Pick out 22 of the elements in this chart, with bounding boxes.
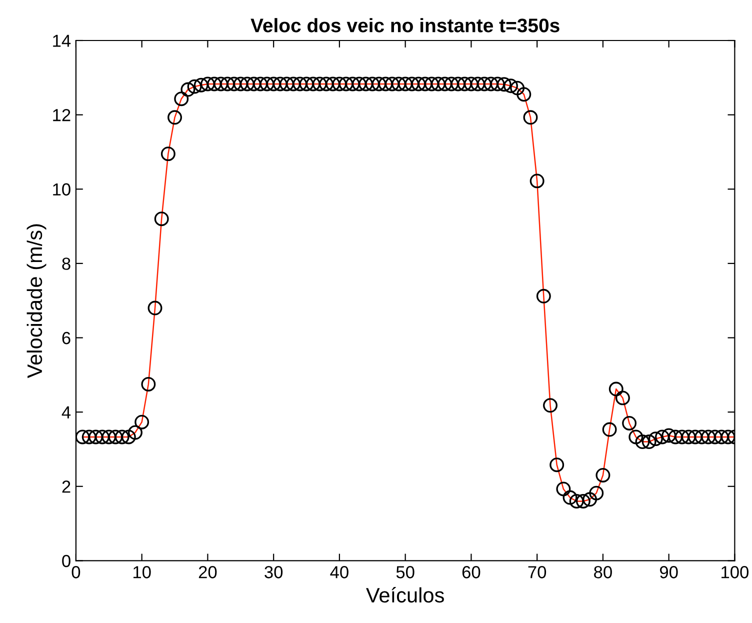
y-tick-label: 0 bbox=[62, 554, 70, 568]
y-tick-label: 12 bbox=[53, 108, 70, 122]
x-tick-label: 20 bbox=[198, 566, 217, 578]
x-axis-title: Veículos bbox=[366, 587, 444, 603]
y-tick-label: 8 bbox=[62, 258, 70, 270]
chart-title: Veloc dos veic no instante t=350s bbox=[250, 18, 560, 32]
x-tick-label: 40 bbox=[330, 566, 348, 578]
y-tick-label: 2 bbox=[62, 480, 70, 493]
y-tick-label: 14 bbox=[53, 34, 71, 47]
y-tick-label: 4 bbox=[62, 406, 71, 418]
x-tick-label: 60 bbox=[462, 566, 480, 578]
x-tick-label: 30 bbox=[264, 566, 283, 578]
x-tick-label: 80 bbox=[594, 566, 612, 578]
x-tick-label: 0 bbox=[72, 566, 80, 578]
x-tick-label: 100 bbox=[722, 566, 749, 578]
y-tick-label: 6 bbox=[62, 332, 70, 344]
x-tick-label: 70 bbox=[528, 566, 546, 578]
x-tick-label: 50 bbox=[396, 566, 414, 578]
x-tick-label: 10 bbox=[133, 566, 151, 578]
y-tick-label: 10 bbox=[53, 183, 70, 196]
y-axis-title: Velocidade (m/s) bbox=[26, 224, 46, 378]
x-tick-label: 90 bbox=[660, 566, 678, 578]
